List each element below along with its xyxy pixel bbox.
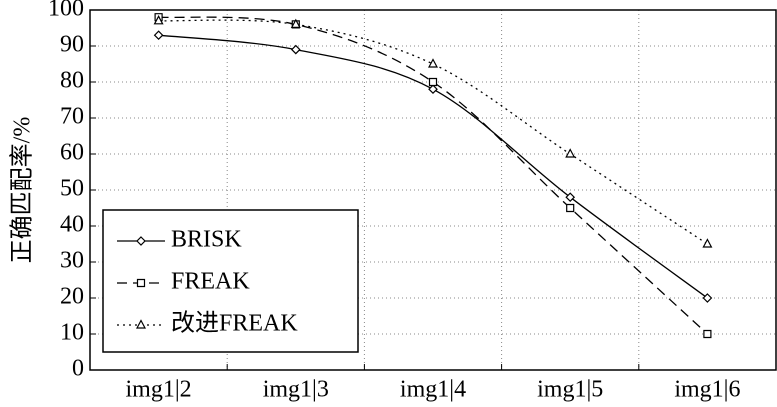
y-tick-label: 100 xyxy=(48,0,84,22)
data-point xyxy=(565,192,576,203)
legend-label: BRISK xyxy=(171,227,242,253)
data-point xyxy=(428,58,438,68)
y-tick-label: 10 xyxy=(60,320,84,346)
data-point xyxy=(428,77,438,87)
data-point xyxy=(702,238,713,248)
legend-marker xyxy=(136,319,146,329)
y-tick-label: 40 xyxy=(60,212,84,238)
data-point xyxy=(153,30,164,41)
data-point xyxy=(290,18,301,28)
legend-marker xyxy=(136,278,146,288)
x-tick-label: img1|6 xyxy=(674,377,740,403)
x-tick-label: img1|2 xyxy=(126,377,192,403)
data-point xyxy=(428,84,438,95)
y-axis-label: 正确匹配率/% xyxy=(9,117,36,264)
data-point xyxy=(702,293,713,303)
y-tick-label: 30 xyxy=(60,248,84,274)
series-line xyxy=(158,34,708,299)
y-tick-label: 80 xyxy=(60,68,84,94)
legend-label: FREAK xyxy=(171,269,250,295)
x-tick-label: img1|5 xyxy=(537,377,603,403)
y-tick-label: 60 xyxy=(60,140,84,166)
y-tick-label: 20 xyxy=(60,284,84,310)
series-line xyxy=(158,19,708,245)
series-line xyxy=(158,16,708,335)
x-tick-label: img1|3 xyxy=(263,377,329,403)
plot-frame xyxy=(89,9,777,371)
y-tick-label: 50 xyxy=(60,176,84,202)
data-point xyxy=(565,148,576,158)
data-point xyxy=(153,15,164,25)
data-point xyxy=(290,44,301,55)
data-point xyxy=(703,329,712,339)
y-tick-label: 90 xyxy=(60,32,84,58)
y-tick-label: 70 xyxy=(60,104,84,130)
y-tick-label: 0 xyxy=(72,356,84,382)
x-tick-label: img1|4 xyxy=(400,377,466,403)
legend-label: 改进FREAK xyxy=(171,310,298,337)
data-point xyxy=(566,203,575,213)
legend-marker xyxy=(136,236,146,246)
